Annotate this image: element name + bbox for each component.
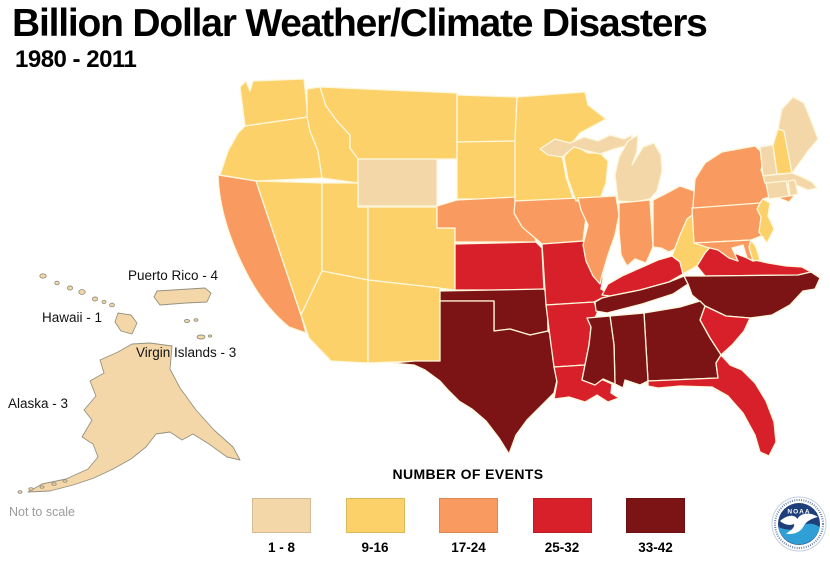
legend-item: 17-24 <box>439 498 498 555</box>
alaska-aleutian-island <box>28 487 34 491</box>
territory-alaska <box>27 342 241 493</box>
scale-note: Not to scale <box>9 505 76 519</box>
state-nd <box>456 94 518 143</box>
alaska-aleutian-island <box>39 485 45 489</box>
noaa-logo-text-ring <box>774 499 824 549</box>
legend: 1 - 8 9-16 17-24 25-32 33-42 <box>252 498 685 555</box>
state-ca <box>217 174 307 334</box>
legend-label: 25-32 <box>544 540 580 555</box>
state-ct <box>765 180 790 200</box>
hawaii-island <box>66 285 74 291</box>
noaa-logo-bird-icon <box>780 513 818 534</box>
legend-label: 17-24 <box>451 540 486 555</box>
virgin-island <box>183 319 191 323</box>
hawaii-big-island <box>114 312 138 335</box>
page-title: Billion Dollar Weather/Climate Disasters <box>12 2 708 45</box>
hawaii-island <box>101 299 107 305</box>
legend-item: 33-42 <box>626 498 685 555</box>
legend-label: 33-42 <box>638 540 673 555</box>
noaa-logo: NOAA <box>771 496 827 552</box>
legend-item: 25-32 <box>532 498 592 555</box>
legend-label: 9-16 <box>361 540 389 555</box>
legend-swatch-17-24 <box>439 498 498 533</box>
state-sd <box>456 140 522 200</box>
legend-item: 1 - 8 <box>252 498 311 555</box>
noaa-logo-ocean <box>778 523 820 545</box>
state-or <box>219 116 323 182</box>
legend-title: NUMBER OF EVENTS <box>392 466 544 482</box>
state-nj <box>756 198 775 244</box>
virgin-island <box>193 318 199 322</box>
territory-puerto-rico <box>153 287 212 306</box>
legend-label: 1 - 8 <box>267 540 295 555</box>
state-wy <box>357 158 438 207</box>
state-me <box>777 96 819 174</box>
hawaii-island <box>109 302 115 308</box>
state-de <box>748 239 761 262</box>
hawaii-island <box>91 296 99 302</box>
state-ri <box>787 179 799 197</box>
state-al <box>609 312 649 389</box>
page-subtitle: 1980 - 2011 <box>15 46 137 73</box>
label-puerto-rico: Puerto Rico - 4 <box>128 268 219 283</box>
legend-swatch-25-32 <box>532 498 592 533</box>
label-hawaii: Hawaii - 1 <box>42 310 103 325</box>
state-ks <box>454 241 545 291</box>
virgin-island <box>207 334 213 338</box>
alaska-aleutian-island <box>17 490 23 494</box>
state-in <box>618 199 654 267</box>
label-virgin-islands: Virgin Islands - 3 <box>136 345 237 360</box>
label-alaska: Alaska - 3 <box>8 396 69 411</box>
alaska-aleutian-island <box>51 482 57 486</box>
hawaii-island <box>54 280 60 286</box>
legend-swatch-9-16 <box>345 498 405 533</box>
legend-swatch-33-42 <box>626 498 685 533</box>
hawaii-island <box>78 289 86 295</box>
state-fl <box>647 354 777 457</box>
legend-item: 9-16 <box>345 498 405 555</box>
legend-swatch-1-8 <box>252 498 311 533</box>
alaska-aleutian-island <box>62 479 68 483</box>
state-nc <box>683 271 821 319</box>
state-tx <box>391 300 558 455</box>
hawaii-island <box>39 273 47 279</box>
state-ms <box>581 315 616 386</box>
state-mi-lower <box>614 134 663 203</box>
virgin-island <box>196 334 206 340</box>
state-nm <box>367 279 441 364</box>
noaa-logo-wordmark: NOAA <box>787 509 810 516</box>
